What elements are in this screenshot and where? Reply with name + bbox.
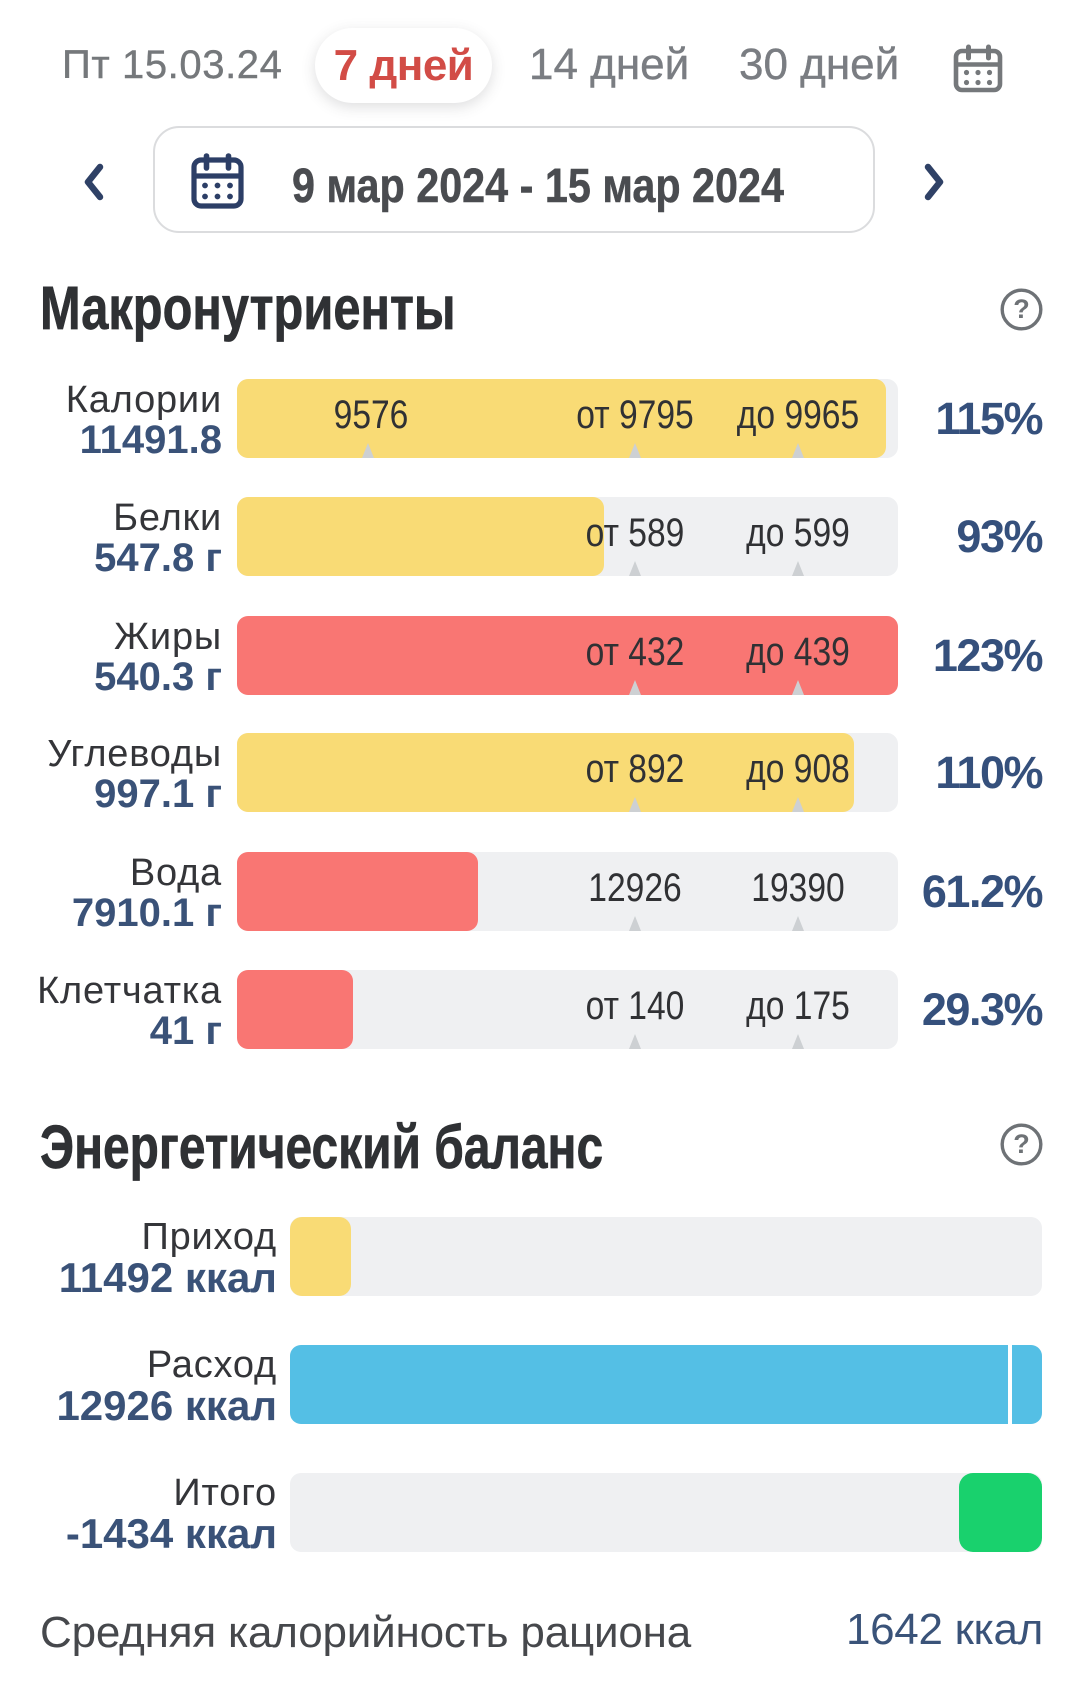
svg-text:?: ? — [1013, 294, 1030, 324]
svg-text:?: ? — [1013, 1129, 1030, 1159]
